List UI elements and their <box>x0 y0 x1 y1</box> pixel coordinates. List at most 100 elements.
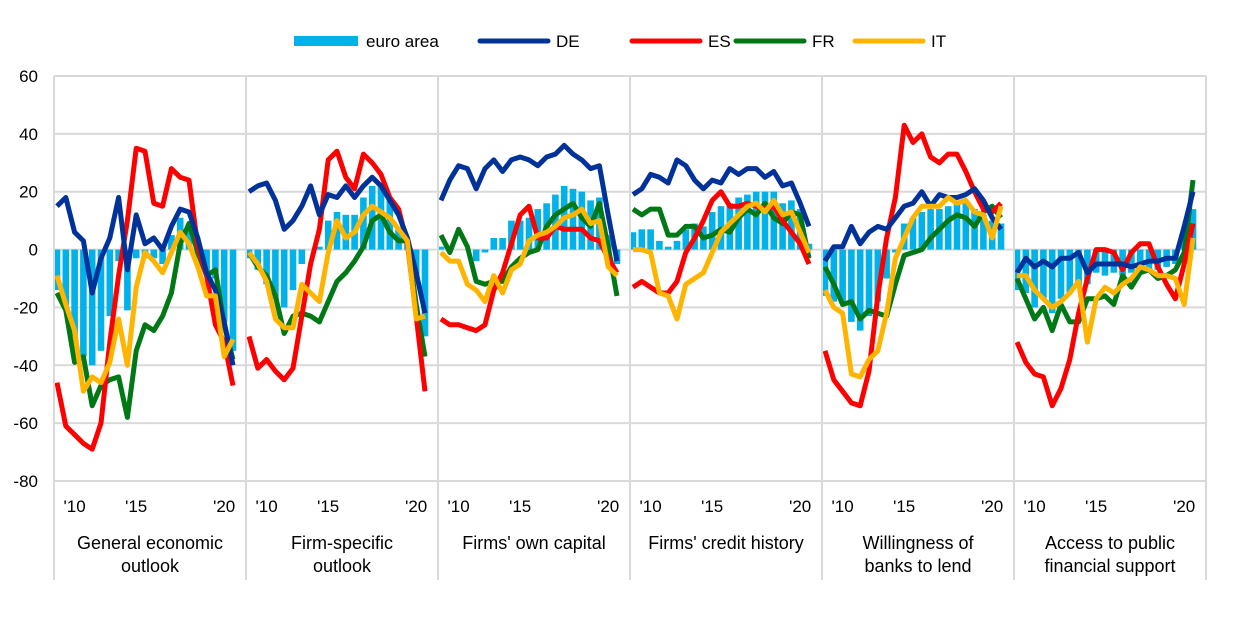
y-tick-label: -60 <box>13 414 38 433</box>
bar-euro-area <box>1128 249 1135 273</box>
line-fr <box>438 200 620 297</box>
bar-euro-area <box>735 197 742 250</box>
legend-label: ES <box>708 32 731 51</box>
line-it <box>439 206 619 305</box>
x-tick-label: '15 <box>317 497 339 516</box>
bar-euro-area <box>53 249 61 291</box>
bar-euro-area <box>71 249 78 337</box>
bar-euro-area <box>212 249 219 279</box>
panel-label: Firm-specific <box>291 533 393 553</box>
x-tick-label: '10 <box>1024 497 1046 516</box>
bar-euro-area <box>638 229 646 250</box>
bar-euro-area <box>918 211 926 250</box>
bar-euro-area <box>516 220 524 250</box>
bar-euro-area <box>185 229 193 250</box>
bar-euro-area <box>203 249 210 273</box>
panel-2: '10 '15 '20 Firm-specific outlook <box>245 148 429 576</box>
panel-5: '10 '15 '20 Willingness of banks to lend <box>821 122 1005 576</box>
bar-euro-area <box>298 249 306 265</box>
line-it <box>822 195 1004 380</box>
bar-euro-area <box>437 246 445 250</box>
bar-euro-area <box>220 249 228 322</box>
bar-euro-area <box>865 249 873 317</box>
bar-euro-area <box>980 214 987 250</box>
x-tick-label: '20 <box>213 497 235 516</box>
legend-label: euro area <box>366 32 439 51</box>
bar-euro-area <box>254 249 262 270</box>
bar-euro-area <box>953 203 961 250</box>
bar-euro-area <box>552 194 559 250</box>
bar-euro-area <box>848 249 855 322</box>
bar-euro-area <box>525 217 533 250</box>
line-de <box>438 142 620 262</box>
bar-euro-area <box>316 246 323 250</box>
panel-label: Access to public <box>1045 533 1175 553</box>
bar-euro-area <box>263 249 270 285</box>
x-tick-label: '15 <box>125 497 147 516</box>
bar-euro-area <box>569 188 577 250</box>
panel-4: '10 '15 '20 Firms' credit history <box>629 157 813 553</box>
bar-euro-area <box>971 209 978 250</box>
x-tick-label: '10 <box>832 497 854 516</box>
panel-label: financial support <box>1044 556 1175 576</box>
x-tick-label: '20 <box>1173 497 1195 516</box>
bar-euro-area <box>97 249 105 351</box>
bar-euro-area <box>1110 249 1118 273</box>
line-de <box>247 174 428 314</box>
bar-euro-area <box>360 197 367 250</box>
bar-euro-area <box>1136 249 1144 267</box>
bar-euro-area <box>874 249 882 302</box>
line-fr <box>246 212 428 358</box>
bar-euro-area <box>499 238 506 250</box>
bar-euro-area <box>150 249 158 259</box>
bar-euro-area <box>821 249 829 296</box>
line-es <box>822 122 1003 409</box>
panel-label: General economic <box>77 533 223 553</box>
legend-item-es: ES <box>629 32 731 51</box>
x-tick-label: '10 <box>64 497 86 516</box>
bar-euro-area <box>342 214 350 250</box>
x-tick-label: '10 <box>640 497 662 516</box>
bar-euro-area <box>708 211 716 250</box>
bar-euro-area <box>883 249 890 279</box>
bar-euro-area <box>490 238 498 250</box>
bar-euro-area <box>229 249 237 351</box>
legend-item-it: IT <box>852 32 946 51</box>
line-es <box>1014 222 1196 409</box>
x-tick-label: '20 <box>981 497 1003 516</box>
panel-label: banks to lend <box>864 556 971 576</box>
x-tick-label: '10 <box>448 497 470 516</box>
bar-euro-area <box>159 249 166 265</box>
legend-item-fr: FR <box>733 32 835 51</box>
y-tick-label: -40 <box>13 356 38 375</box>
panel-label: outlook <box>313 556 372 576</box>
x-tick-label: '20 <box>789 497 811 516</box>
bar-euro-area <box>421 249 429 337</box>
legend-swatch <box>294 36 358 46</box>
bar-euro-area <box>272 249 279 299</box>
line-de <box>55 195 236 366</box>
bar-euro-area <box>962 203 970 250</box>
legend-label: IT <box>931 32 946 51</box>
x-tick-label: '15 <box>1085 497 1107 516</box>
x-tick-label: '20 <box>405 497 427 516</box>
bar-euro-area <box>839 249 846 302</box>
line-es <box>439 203 620 334</box>
y-tick-label: -20 <box>13 298 38 317</box>
panel-1: '10 '15 '20 General economic outlook <box>53 145 237 576</box>
panel-label: Firms' own capital <box>462 533 605 553</box>
x-tick-label: '20 <box>597 497 619 516</box>
panel-6: '10 '15 '20 Access to public financial suppo… <box>1013 179 1197 576</box>
bar-euro-area <box>132 249 140 259</box>
x-tick-label: '15 <box>893 497 915 516</box>
bar-euro-area <box>1040 249 1047 299</box>
legend-label: DE <box>556 32 580 51</box>
x-tick-label: '10 <box>256 497 278 516</box>
legend-item-de: DE <box>477 32 580 51</box>
panel-label: Firms' credit history <box>648 533 803 553</box>
bar-euro-area <box>856 249 864 331</box>
bar-euro-area <box>508 220 515 250</box>
line-it <box>1017 237 1196 345</box>
line-it <box>54 229 236 394</box>
